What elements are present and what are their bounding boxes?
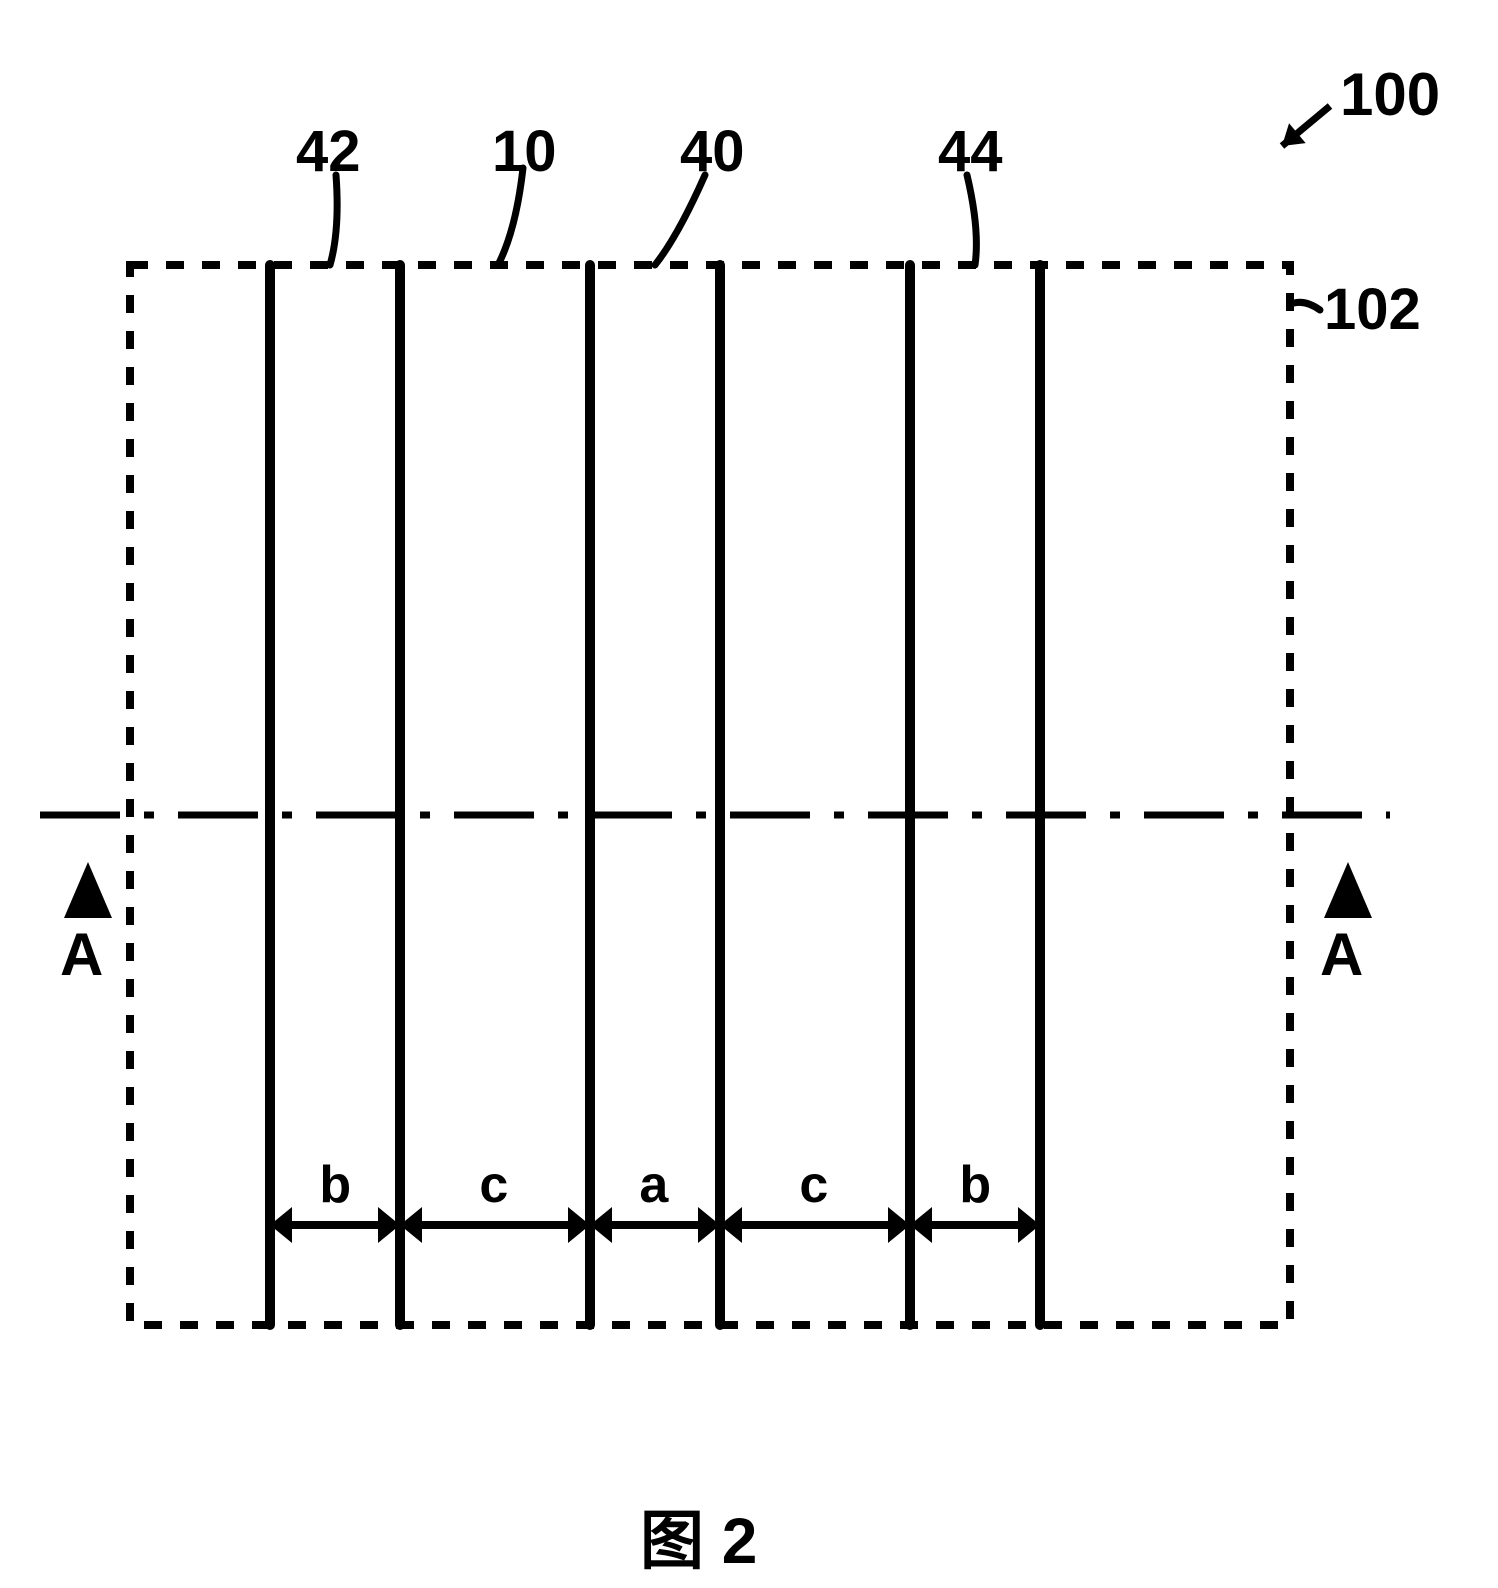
figure-caption: 图 2 xyxy=(640,1490,757,1582)
ref-102-leader xyxy=(1294,302,1320,310)
dim-label-0: b xyxy=(319,1155,351,1215)
dim-label-2: a xyxy=(639,1155,668,1215)
ref-label-102: 102 xyxy=(1324,276,1421,343)
callout-leader-40 xyxy=(655,175,705,265)
section-arrow-right xyxy=(1324,862,1372,918)
callout-label-42: 42 xyxy=(296,118,361,185)
diagram-svg xyxy=(0,0,1498,1588)
outline-box xyxy=(130,265,1290,1325)
dim-label-3: c xyxy=(799,1155,828,1215)
callout-leader-44 xyxy=(967,175,976,265)
dim-label-1: c xyxy=(479,1155,508,1215)
callout-leader-42 xyxy=(330,175,337,265)
callout-label-40: 40 xyxy=(680,118,745,185)
callout-label-10: 10 xyxy=(492,118,557,185)
callout-label-44: 44 xyxy=(938,118,1003,185)
ref-label-100: 100 xyxy=(1340,60,1440,129)
section-arrow-left xyxy=(64,862,112,918)
dim-label-4: b xyxy=(959,1155,991,1215)
section-label-right: A xyxy=(1320,920,1363,989)
section-label-left: A xyxy=(60,920,103,989)
diagram-stage: A Ab c a c b 42 10 40 44 100 102 图 2 xyxy=(0,0,1498,1588)
